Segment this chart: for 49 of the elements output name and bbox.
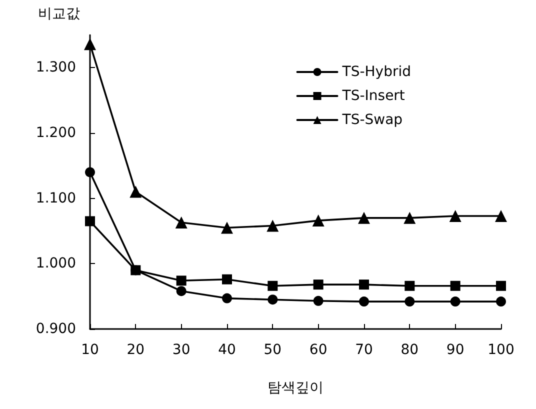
point [130, 265, 141, 276]
y-axis-title: 비교값 [38, 6, 80, 22]
point [221, 222, 233, 234]
point [404, 296, 415, 307]
point [450, 280, 460, 291]
point [84, 38, 96, 50]
point [175, 216, 188, 229]
x-tick-label: 80 [400, 342, 419, 358]
point [359, 296, 369, 307]
legend-label: TS-Swap [341, 112, 403, 128]
x-tick-label: 70 [355, 342, 373, 358]
point [358, 212, 370, 224]
point [450, 296, 460, 307]
point [449, 210, 462, 222]
point [496, 296, 506, 307]
point [268, 294, 278, 305]
point [313, 296, 324, 306]
point [222, 293, 232, 304]
point [85, 216, 95, 226]
point [176, 276, 186, 286]
point [130, 186, 142, 198]
x-tick-label: 90 [446, 342, 464, 358]
y-tick-label: 0.900 [36, 321, 76, 337]
y-tick-label: 1.200 [36, 125, 76, 141]
x-tick-label: 10 [81, 342, 99, 358]
point [404, 212, 416, 224]
point [222, 274, 232, 284]
y-tick-label: 1.100 [36, 190, 76, 206]
point [404, 280, 415, 291]
legend-label: TS-Hybrid [341, 64, 412, 80]
point [359, 280, 369, 290]
point [496, 280, 506, 291]
point [495, 210, 507, 222]
point [313, 280, 324, 290]
point [266, 220, 279, 232]
x-tick-label: 60 [309, 342, 328, 358]
point [312, 214, 324, 227]
x-tick-label: 50 [264, 342, 282, 358]
y-tick-label: 1.000 [36, 256, 76, 272]
x-tick-label: 30 [172, 342, 190, 358]
point [176, 286, 186, 296]
x-tick-label: 20 [126, 342, 145, 358]
point [268, 280, 278, 291]
point [85, 167, 95, 178]
x-tick-label: 40 [218, 342, 236, 358]
x-axis-title: 탐색깊이 [268, 380, 324, 396]
y-tick-label: 1.300 [36, 60, 76, 76]
x-tick-label: 100 [488, 342, 514, 358]
legend-label: TS-Insert [341, 88, 406, 104]
